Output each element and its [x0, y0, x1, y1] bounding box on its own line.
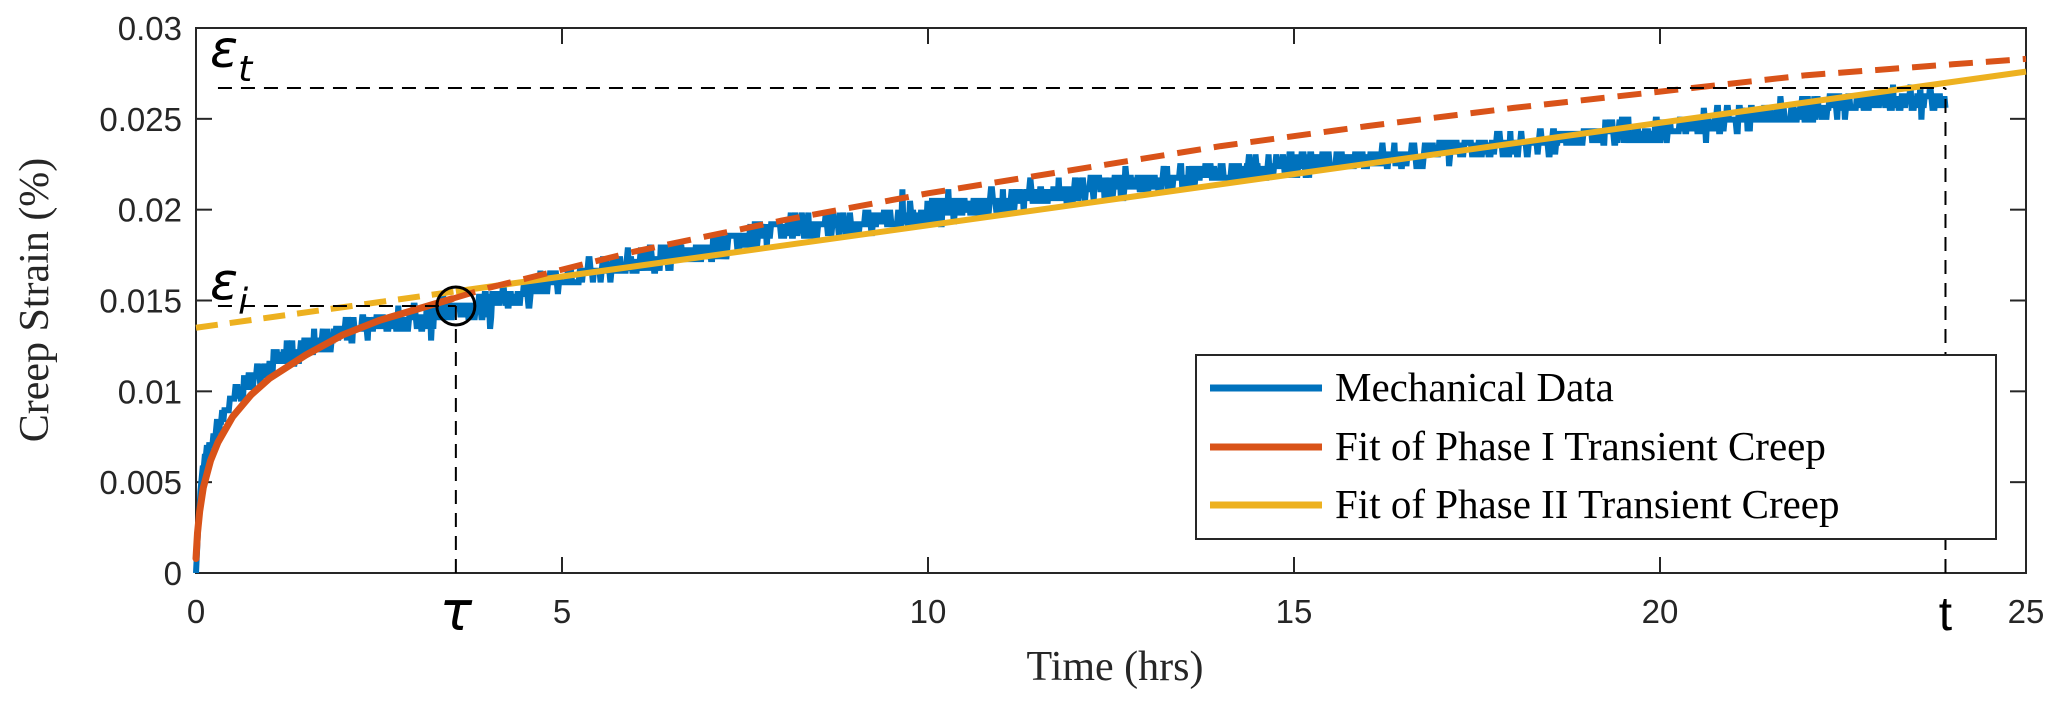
legend-box — [1195, 354, 1997, 540]
x-tick-label: 5 — [553, 593, 571, 630]
y-tick-label: 0 — [164, 555, 182, 592]
x-tick-label: 10 — [910, 593, 947, 630]
series-phase1-fit — [192, 295, 456, 562]
y-axis-title: Creep Strain (%) — [12, 158, 58, 443]
legend-label-phase1: Fit of Phase I Transient Creep — [1335, 423, 1826, 469]
x-tick-label: 15 — [1276, 593, 1313, 630]
x-tick-label: 0 — [187, 593, 205, 630]
annotation-t: t — [1939, 588, 1952, 641]
x-axis-title: Time (hrs) — [1027, 644, 1204, 690]
x-tick-label: 20 — [1642, 593, 1679, 630]
annotation-epsilon-i: εi — [210, 252, 248, 322]
series-phase2-fit — [455, 68, 2027, 295]
series-mechanical-data — [193, 84, 1949, 574]
y-tick-label: 0.005 — [99, 464, 182, 501]
annotation-subscript-t: t — [238, 49, 254, 90]
legend-label-phase2: Fit of Phase II Transient Creep — [1335, 481, 1840, 527]
series-phase1-fit-dashed — [451, 55, 2027, 302]
x-tick-label: 25 — [2008, 593, 2045, 630]
annotation-subscript-i: i — [238, 281, 248, 322]
series-phase2-fit-dashed — [195, 288, 457, 331]
legend: Mechanical Data Fit of Phase I Transient… — [1195, 354, 1997, 540]
y-tick-label: 0.025 — [99, 101, 182, 138]
y-tick-label: 0.01 — [118, 373, 182, 410]
intersection-marker — [435, 285, 477, 327]
annotation-tau: τ — [440, 580, 473, 643]
legend-label-mechanical: Mechanical Data — [1335, 364, 1614, 410]
annotation-epsilon-t: εt — [210, 20, 254, 90]
plot-area: 0 5 10 15 20 25 0 0.005 0.01 0.015 0.02 0.025 0.03 εt… — [99, 10, 2044, 643]
y-tick-label: 0.03 — [118, 10, 182, 47]
y-tick-label: 0.02 — [118, 192, 182, 229]
y-tick-label: 0.015 — [99, 283, 182, 320]
